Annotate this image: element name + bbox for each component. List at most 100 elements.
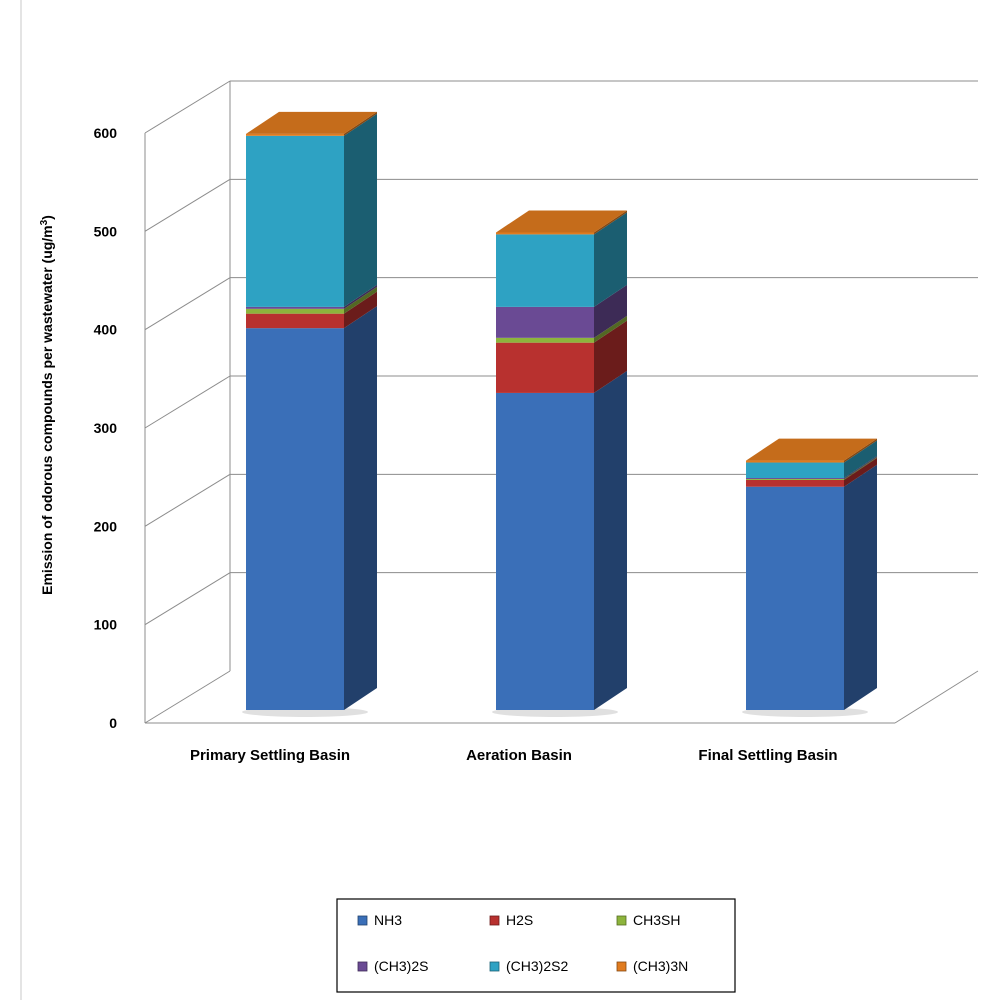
bar-segment <box>746 438 877 463</box>
bar-side-(CH3)2S2 <box>344 113 377 307</box>
y-tick-label: 600 <box>94 125 118 141</box>
y-axis: 0 100 200 300 400 500 600 <box>94 81 231 731</box>
legend-swatch <box>489 961 500 972</box>
bar-segment <box>496 284 627 338</box>
bar-face-(CH3)2S2 <box>496 234 594 307</box>
bar-side-(CH3)3N <box>844 438 877 463</box>
legend-item: (CH3)2S2 <box>489 958 568 974</box>
legend-label: CH3SH <box>633 912 680 928</box>
bar-side-(CH3)2S2 <box>844 440 877 478</box>
bar-segment <box>246 113 377 307</box>
bar-face-(CH3)3N <box>246 133 344 136</box>
y-tick-label: 400 <box>94 322 118 338</box>
legend-frame <box>336 898 736 993</box>
bar-side-H2S <box>344 291 377 329</box>
side-gridline <box>144 473 231 527</box>
bar-face-CH3SH <box>246 308 344 314</box>
bar-face-NH3 <box>246 328 344 710</box>
x-category-label: Final Settling Basin <box>698 747 837 764</box>
side-gridline <box>144 670 231 724</box>
bar-face-NH3 <box>496 392 594 710</box>
legend-label: (CH3)3N <box>633 958 688 974</box>
y-tick-label: 0 <box>109 715 117 731</box>
bar-segment <box>246 306 377 710</box>
x-axis-categories: Primary Settling Basin Aeration Basin Fina… <box>190 747 838 764</box>
bar-side-NH3 <box>844 464 877 710</box>
bar-side-(CH3)2S <box>844 456 877 479</box>
y-tick-label: 100 <box>94 617 118 633</box>
bar-top-face <box>746 438 877 461</box>
bar-segment <box>496 315 627 343</box>
y-axis-title-main: Emission of odorous compounds per wastew… <box>39 225 55 595</box>
y-axis-title-superscript: 3 <box>39 219 50 225</box>
bar-face-H2S <box>496 342 594 393</box>
bar-segment <box>496 320 627 393</box>
bar-segment <box>246 111 377 136</box>
y-tick-label: 200 <box>94 518 118 534</box>
bar-top-face <box>246 111 377 134</box>
side-gridline <box>144 375 231 429</box>
bar-side-CH3SH <box>344 286 377 314</box>
bar-segment <box>496 212 627 307</box>
bar-segment <box>246 291 377 329</box>
bar-face-(CH3)2S <box>496 306 594 338</box>
bar-side-H2S <box>594 320 627 393</box>
bar-side-(CH3)3N <box>344 111 377 136</box>
legend-swatch <box>616 961 627 972</box>
bar-segment <box>746 457 877 487</box>
legend-label: H2S <box>506 912 533 928</box>
x-category-label: Primary Settling Basin <box>190 747 350 764</box>
bar-segment <box>246 284 377 309</box>
bar-segment <box>746 456 877 479</box>
legend-label: NH3 <box>374 912 402 928</box>
bar-stacks <box>242 111 877 717</box>
x-category-label: Aeration Basin <box>466 747 572 764</box>
bar-face-(CH3)2S2 <box>746 462 844 478</box>
side-gridline <box>144 178 231 232</box>
legend-item: (CH3)2S <box>357 958 428 974</box>
bar-side-CH3SH <box>844 456 877 480</box>
legend-item: NH3 <box>357 912 402 928</box>
bar-side-(CH3)2S <box>344 284 377 309</box>
bar-face-H2S <box>746 479 844 487</box>
y-axis-title: Emission of odorous compounds per wastew… <box>39 215 56 595</box>
side-gridline <box>144 572 231 626</box>
legend: NH3 H2S CH3SH (CH3)2S (CH3)2S2 (CH3)3N <box>336 898 736 993</box>
bar-side-NH3 <box>344 306 377 710</box>
bar-segment <box>746 464 877 710</box>
bar-face-(CH3)3N <box>496 232 594 235</box>
y-axis-title-close: ) <box>39 215 55 220</box>
bar-face-(CH3)2S2 <box>246 135 344 307</box>
bar-face-H2S <box>246 313 344 329</box>
legend-label: (CH3)2S2 <box>506 958 568 974</box>
bar-face-NH3 <box>746 486 844 710</box>
bar-face-CH3SH <box>496 337 594 343</box>
legend-swatch <box>616 915 627 926</box>
legend-swatch <box>489 915 500 926</box>
bar-segment <box>246 286 377 314</box>
bar-side-H2S <box>844 457 877 487</box>
legend-swatch <box>357 915 368 926</box>
side-gridline <box>144 277 231 331</box>
y-tick-label: 500 <box>94 223 118 239</box>
y-tick-label: 300 <box>94 420 118 436</box>
bar-face-(CH3)2S <box>246 306 344 309</box>
bar-face-(CH3)3N <box>746 460 844 463</box>
bar-top-face <box>496 210 627 233</box>
bar-side-(CH3)3N <box>594 210 627 235</box>
bar-side-(CH3)2S2 <box>594 212 627 307</box>
bar-segment <box>496 210 627 235</box>
floor-right-line <box>894 670 979 724</box>
bar-face-(CH3)2S <box>746 478 844 479</box>
bar-segment <box>496 370 627 710</box>
legend-swatch <box>357 961 368 972</box>
bar-side-CH3SH <box>594 315 627 343</box>
bar-side-NH3 <box>594 370 627 710</box>
legend-item: H2S <box>489 912 533 928</box>
bar-face-CH3SH <box>746 478 844 480</box>
bar-side-(CH3)2S <box>594 284 627 338</box>
legend-items: NH3 H2S CH3SH (CH3)2S (CH3)2S2 (CH3)3N <box>357 912 688 974</box>
bar-segment <box>746 456 877 480</box>
side-gridline <box>144 80 231 134</box>
